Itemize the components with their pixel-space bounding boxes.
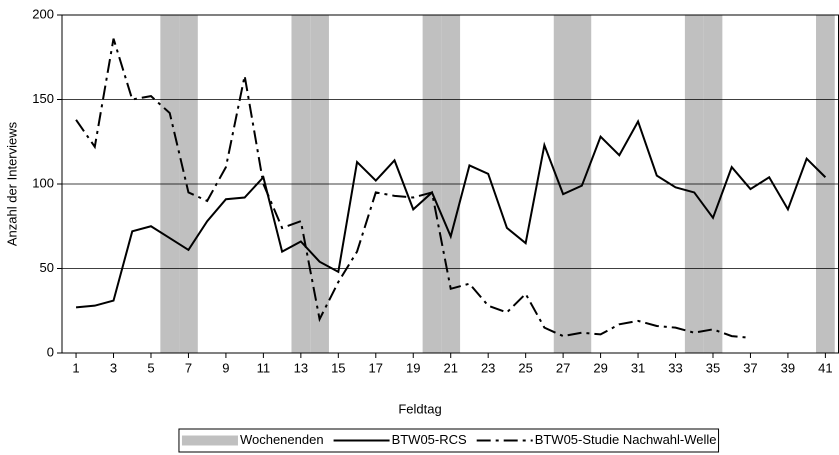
x-tick-label: 21: [443, 360, 457, 375]
y-tick-label: 200: [32, 6, 54, 21]
legend-label: BTW05-Studie Nachwahl-Welle: [535, 432, 717, 447]
x-tick-label: 33: [668, 360, 682, 375]
y-tick-label: 100: [32, 175, 54, 190]
x-tick-label: 37: [743, 360, 757, 375]
x-tick-label: 17: [369, 360, 383, 375]
x-tick-label: 13: [294, 360, 308, 375]
x-tick-label: 25: [518, 360, 532, 375]
x-tick-label: 7: [185, 360, 192, 375]
legend-label: Wochenenden: [240, 432, 324, 447]
x-tick-label: 3: [110, 360, 117, 375]
series-line: [75, 38, 751, 339]
x-tick-label: 41: [818, 360, 832, 375]
legend-label: BTW05-RCS: [392, 432, 467, 447]
y-tick-label: 50: [40, 260, 54, 275]
x-tick-label: 39: [781, 360, 795, 375]
x-tick-label: 23: [481, 360, 495, 375]
legend-swatch: [181, 435, 238, 446]
x-tick-label: 27: [556, 360, 570, 375]
y-tick-label: 0: [47, 344, 54, 359]
legend: Wochenenden BTW05-RCS BTW05-Studie Nachwah…: [178, 428, 720, 453]
series-line: [75, 119, 827, 309]
x-tick-label: 31: [631, 360, 645, 375]
x-tick-label: 5: [147, 360, 154, 375]
legend-box: [178, 428, 720, 453]
x-tick-label: 15: [331, 360, 345, 375]
x-tick-label: 35: [706, 360, 720, 375]
x-tick-label: 11: [257, 360, 271, 375]
y-axis-label: Anzahl der Interviews: [4, 121, 19, 246]
x-axis-label: Feldtag: [398, 401, 441, 416]
x-tick-label: 29: [593, 360, 607, 375]
x-tick-label: 9: [222, 360, 229, 375]
x-tick-label: 19: [406, 360, 420, 375]
x-tick-label: 1: [72, 360, 79, 375]
y-tick-label: 150: [32, 91, 54, 106]
